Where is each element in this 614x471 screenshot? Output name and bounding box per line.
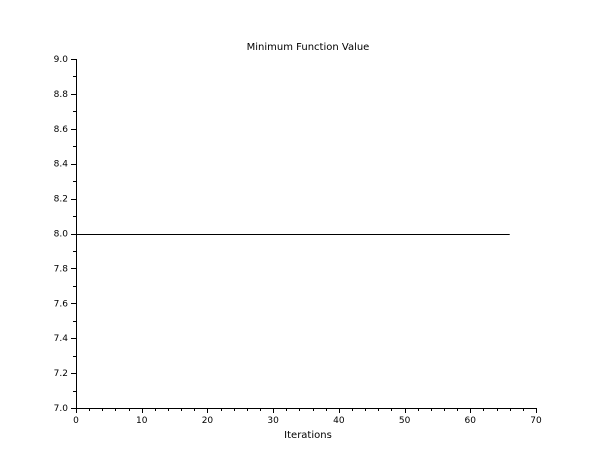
y-tick-label: 7.4 — [54, 334, 69, 344]
y-tick-label: 8.6 — [54, 125, 69, 135]
y-tick-label: 8.0 — [54, 230, 69, 240]
x-tick-label: 50 — [399, 416, 411, 426]
x-tick-label: 30 — [267, 416, 279, 426]
x-tick-label: 40 — [333, 416, 345, 426]
x-axis-title: Iterations — [284, 430, 332, 441]
chart-title: Minimum Function Value — [247, 42, 370, 53]
y-tick-label: 8.4 — [54, 160, 69, 170]
y-tick-label: 9.0 — [54, 55, 69, 65]
y-tick-label: 8.2 — [54, 195, 68, 205]
x-tick-label: 20 — [202, 416, 214, 426]
y-tick-label: 7.2 — [54, 369, 68, 379]
x-tick-label: 10 — [136, 416, 148, 426]
y-tick-label: 7.0 — [54, 404, 69, 414]
x-axis-ticks: 0 10 20 30 40 50 60 70 — [73, 408, 542, 426]
x-tick-label: 60 — [465, 416, 477, 426]
y-tick-label: 7.6 — [54, 299, 69, 309]
y-tick-label: 7.8 — [54, 264, 69, 274]
x-tick-label: 0 — [73, 416, 79, 426]
y-tick-label: 8.8 — [54, 90, 69, 100]
x-tick-label: 70 — [530, 416, 542, 426]
y-axis-ticks: 7.0 7.2 7.4 7.6 7.8 8.0 8.2 8.4 8.6 8.8 9.0 — [54, 55, 76, 414]
